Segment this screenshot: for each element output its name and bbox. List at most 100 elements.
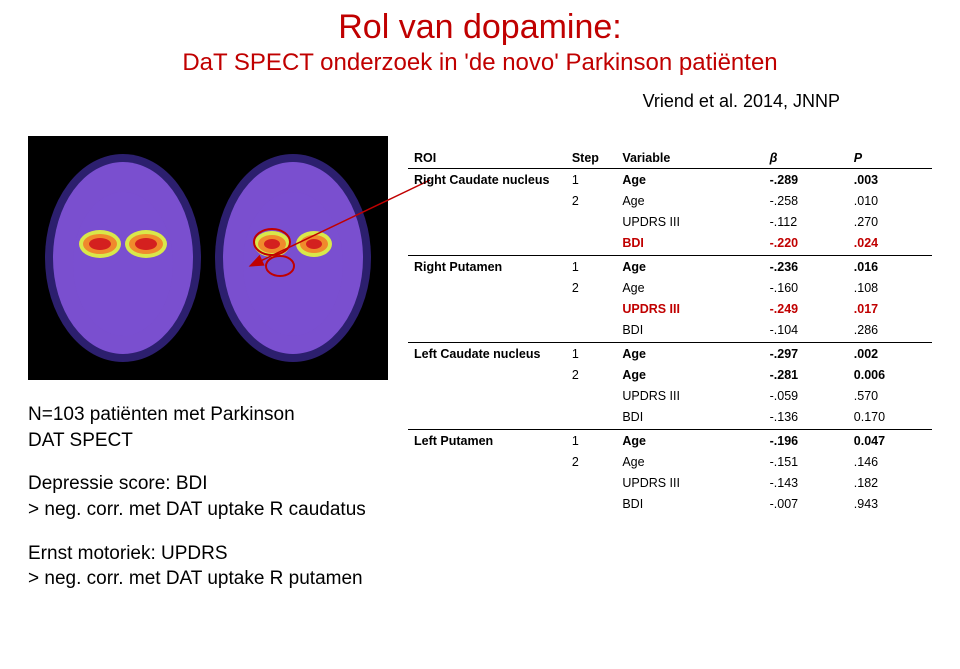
table-cell: [408, 451, 566, 472]
table-cell: [566, 211, 617, 232]
summary-block-3: Ernst motoriek: UPDRS > neg. corr. met D…: [28, 541, 366, 592]
table-cell: -.289: [764, 169, 848, 191]
table-cell: 2: [566, 277, 617, 298]
table-cell: 1: [566, 169, 617, 191]
table-row: UPDRS III-.059.570: [408, 385, 932, 406]
table-cell: Age: [616, 430, 763, 452]
table-cell: BDI: [616, 493, 763, 514]
table-row: BDI-.007.943: [408, 493, 932, 514]
table-cell: .270: [848, 211, 932, 232]
table-cell: Left Putamen: [408, 430, 566, 452]
table-cell: 2: [566, 451, 617, 472]
table-cell: [566, 472, 617, 493]
summary-line: Ernst motoriek: UPDRS: [28, 541, 366, 567]
table-cell: [408, 232, 566, 253]
table-cell: -.258: [764, 190, 848, 211]
table-row: 2Age-.160.108: [408, 277, 932, 298]
summary-line: > neg. corr. met DAT uptake R putamen: [28, 566, 366, 592]
table-cell: .108: [848, 277, 932, 298]
table-row: Right Putamen1Age-.236.016: [408, 256, 932, 278]
side-summary: N=103 patiënten met Parkinson DAT SPECT …: [28, 402, 366, 610]
table-row: UPDRS III-.112.270: [408, 211, 932, 232]
table-cell: [408, 493, 566, 514]
table-cell: [408, 385, 566, 406]
col-beta: β: [764, 148, 848, 169]
slide-title: Rol van dopamine:: [0, 8, 960, 47]
table-cell: 0.006: [848, 364, 932, 385]
table-cell: [566, 493, 617, 514]
table-cell: .024: [848, 232, 932, 253]
table-cell: .286: [848, 319, 932, 340]
table-cell: 1: [566, 343, 617, 365]
table-cell: UPDRS III: [616, 298, 763, 319]
table-row: 2Age-.258.010: [408, 190, 932, 211]
table-cell: Age: [616, 277, 763, 298]
table-cell: -.112: [764, 211, 848, 232]
table-row: BDI-.104.286: [408, 319, 932, 340]
table-cell: Age: [616, 190, 763, 211]
table-cell: Age: [616, 256, 763, 278]
table-cell: [408, 319, 566, 340]
col-p: P: [848, 148, 932, 169]
table-header-row: ROI Step Variable β P: [408, 148, 932, 169]
table-cell: -.007: [764, 493, 848, 514]
table-cell: -.136: [764, 406, 848, 427]
table-cell: UPDRS III: [616, 472, 763, 493]
table-row: Right Caudate nucleus1Age-.289.003: [408, 169, 932, 191]
table-cell: -.220: [764, 232, 848, 253]
table-body: Right Caudate nucleus1Age-.289.0032Age-.…: [408, 169, 932, 515]
summary-block-2: Depressie score: BDI > neg. corr. met DA…: [28, 471, 366, 522]
table-cell: BDI: [616, 406, 763, 427]
table-cell: .002: [848, 343, 932, 365]
table-row: UPDRS III-.249.017: [408, 298, 932, 319]
table-cell: .010: [848, 190, 932, 211]
table-row: BDI-.1360.170: [408, 406, 932, 427]
table-row: Left Caudate nucleus1Age-.297.002: [408, 343, 932, 365]
table-cell: -.281: [764, 364, 848, 385]
table-cell: BDI: [616, 319, 763, 340]
citation-text: Vriend et al. 2014, JNNP: [0, 91, 960, 112]
table-cell: Age: [616, 169, 763, 191]
slide-header: Rol van dopamine: DaT SPECT onderzoek in…: [0, 0, 960, 77]
table-cell: [408, 406, 566, 427]
table-cell: [408, 211, 566, 232]
table-cell: 2: [566, 364, 617, 385]
table-cell: [408, 298, 566, 319]
table-cell: -.151: [764, 451, 848, 472]
table-cell: -.104: [764, 319, 848, 340]
col-step: Step: [566, 148, 617, 169]
summary-line: > neg. corr. met DAT uptake R caudatus: [28, 497, 366, 523]
table-cell: -.143: [764, 472, 848, 493]
summary-line: N=103 patiënten met Parkinson: [28, 402, 366, 428]
table-cell: Age: [616, 343, 763, 365]
table-cell: 0.047: [848, 430, 932, 452]
summary-line: DAT SPECT: [28, 428, 366, 454]
summary-line: Depressie score: BDI: [28, 471, 366, 497]
brain-scan-image: [28, 136, 388, 380]
table-cell: -.297: [764, 343, 848, 365]
table-cell: Left Caudate nucleus: [408, 343, 566, 365]
table-cell: .146: [848, 451, 932, 472]
summary-block-1: N=103 patiënten met Parkinson DAT SPECT: [28, 402, 366, 453]
results-table: ROI Step Variable β P Right Caudate nucl…: [408, 148, 932, 514]
table-cell: .003: [848, 169, 932, 191]
table-cell: [566, 406, 617, 427]
table-cell: Age: [616, 451, 763, 472]
table-row: 2Age-.151.146: [408, 451, 932, 472]
table-cell: [408, 190, 566, 211]
table-cell: -.059: [764, 385, 848, 406]
table-cell: [408, 277, 566, 298]
table-cell: 0.170: [848, 406, 932, 427]
table-row: BDI-.220.024: [408, 232, 932, 253]
table-row: Left Putamen1Age-.1960.047: [408, 430, 932, 452]
table-cell: BDI: [616, 232, 763, 253]
table-cell: -.160: [764, 277, 848, 298]
col-roi: ROI: [408, 148, 566, 169]
table-row: 2Age-.2810.006: [408, 364, 932, 385]
table-cell: Age: [616, 364, 763, 385]
slide-subtitle: DaT SPECT onderzoek in 'de novo' Parkins…: [0, 49, 960, 77]
table-cell: [566, 298, 617, 319]
table-cell: -.196: [764, 430, 848, 452]
table-cell: [566, 232, 617, 253]
table-cell: 1: [566, 256, 617, 278]
